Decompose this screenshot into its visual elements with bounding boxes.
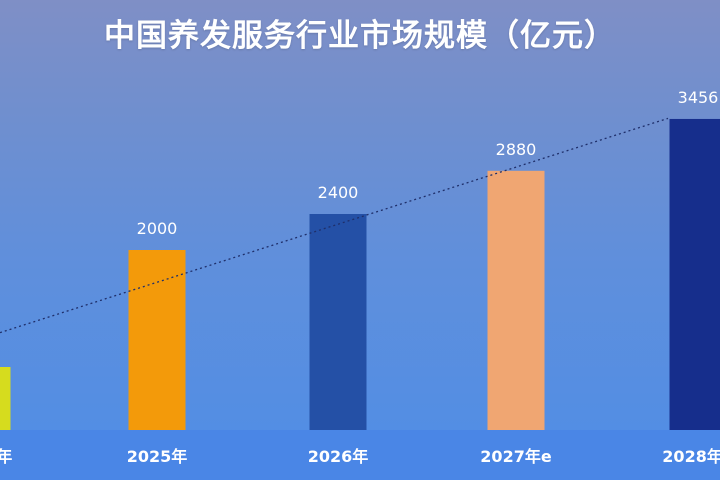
value-label-2028年e: 3456 <box>678 88 719 107</box>
bar-2028年e <box>669 118 720 431</box>
bar-2027年e <box>487 170 545 431</box>
x-axis-band <box>0 430 720 480</box>
value-label-2025年: 2000 <box>137 219 178 238</box>
category-label-2024年: 2024年 <box>0 447 12 466</box>
category-label-2027年e: 2027年e <box>480 447 552 466</box>
chart-title: 中国养发服务行业市场规模（亿元） <box>104 18 616 54</box>
category-label-2025年: 2025年 <box>127 447 188 466</box>
trend-line <box>0 117 669 334</box>
bar-2026年 <box>309 214 367 430</box>
value-label-2026年: 2400 <box>318 183 359 202</box>
category-label-2028年e: 2028年e <box>662 447 720 466</box>
bar-2025年 <box>128 250 186 430</box>
value-label-2027年e: 2880 <box>496 140 537 159</box>
category-label-2026年: 2026年 <box>308 447 369 466</box>
bar-2024年 <box>0 367 11 430</box>
